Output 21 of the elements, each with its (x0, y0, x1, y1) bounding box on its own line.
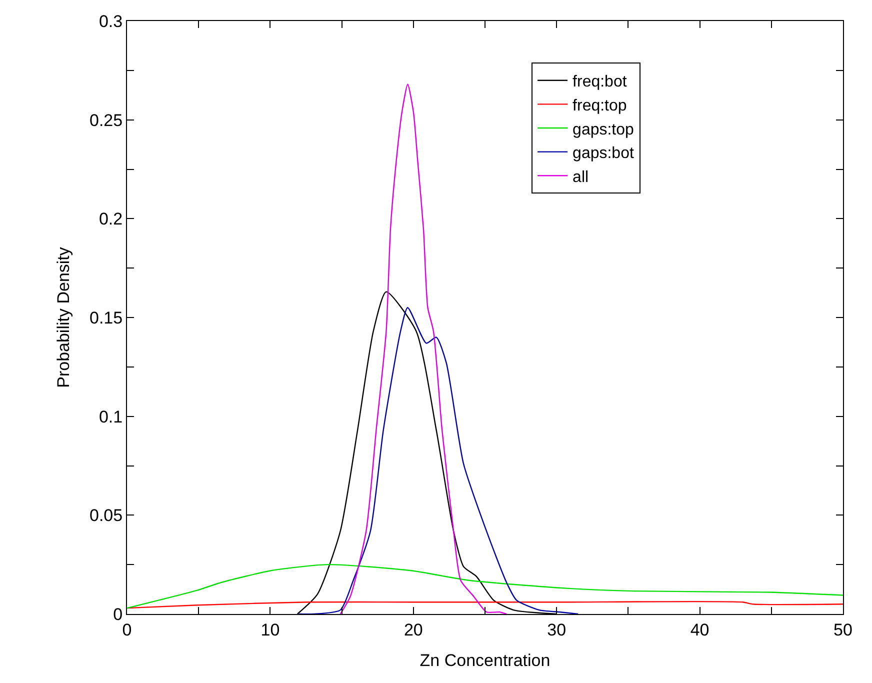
x-tick-label: 10 (260, 620, 280, 640)
legend-label: gaps:top (572, 121, 634, 138)
y-tick-label: 0 (113, 604, 123, 624)
y-tick-label: 0.05 (90, 506, 123, 526)
y-tick-label: 0.15 (90, 308, 123, 328)
line-series (340, 84, 508, 614)
x-tick-label: 40 (690, 620, 710, 640)
x-axis-title: Zn Concentration (420, 650, 550, 670)
y-axis-title: Probability Density (54, 246, 74, 388)
x-tick-label: 20 (404, 620, 423, 640)
y-tick-label: 0.3 (98, 12, 123, 31)
y-tick-label: 0.25 (90, 110, 123, 130)
y-tick-label: 0.1 (98, 407, 123, 426)
legend-label: freq:top (572, 97, 627, 114)
legend-label: gaps:bot (572, 145, 634, 162)
x-tick-label: 50 (834, 620, 852, 640)
line-series (127, 564, 843, 609)
x-tick-label: 30 (547, 620, 566, 640)
legend-label: freq:bot (572, 74, 628, 91)
legend-label: all (572, 168, 589, 186)
y-tick-label: 0.2 (98, 210, 123, 229)
